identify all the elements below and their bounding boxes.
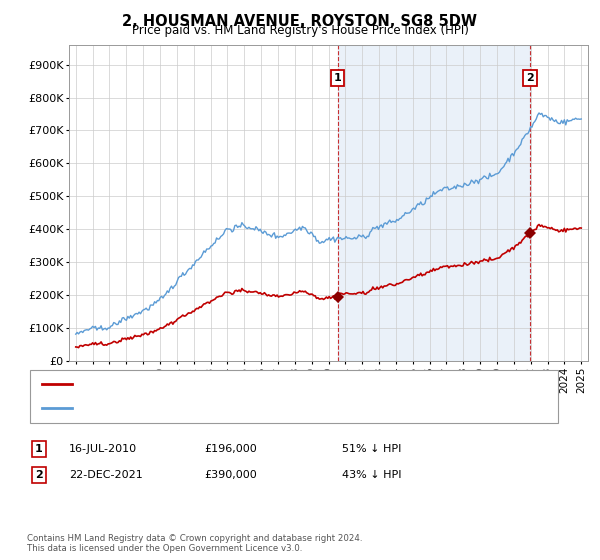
Text: 43% ↓ HPI: 43% ↓ HPI — [342, 470, 401, 480]
Text: 2, HOUSMAN AVENUE, ROYSTON, SG8 5DW (detached house): 2, HOUSMAN AVENUE, ROYSTON, SG8 5DW (det… — [81, 380, 401, 390]
Text: 2, HOUSMAN AVENUE, ROYSTON, SG8 5DW: 2, HOUSMAN AVENUE, ROYSTON, SG8 5DW — [122, 14, 478, 29]
Text: Contains HM Land Registry data © Crown copyright and database right 2024.
This d: Contains HM Land Registry data © Crown c… — [27, 534, 362, 553]
Text: Price paid vs. HM Land Registry's House Price Index (HPI): Price paid vs. HM Land Registry's House … — [131, 24, 469, 37]
Text: 16-JUL-2010: 16-JUL-2010 — [69, 444, 137, 454]
Text: £390,000: £390,000 — [204, 470, 257, 480]
Text: 51% ↓ HPI: 51% ↓ HPI — [342, 444, 401, 454]
Text: £196,000: £196,000 — [204, 444, 257, 454]
Text: 2: 2 — [526, 73, 534, 83]
Text: 1: 1 — [334, 73, 341, 83]
Text: HPI: Average price, detached house, North Hertfordshire: HPI: Average price, detached house, Nort… — [81, 403, 376, 413]
Bar — [338, 45, 530, 361]
Text: 1: 1 — [35, 444, 43, 454]
Text: 22-DEC-2021: 22-DEC-2021 — [69, 470, 143, 480]
Text: 2: 2 — [35, 470, 43, 480]
